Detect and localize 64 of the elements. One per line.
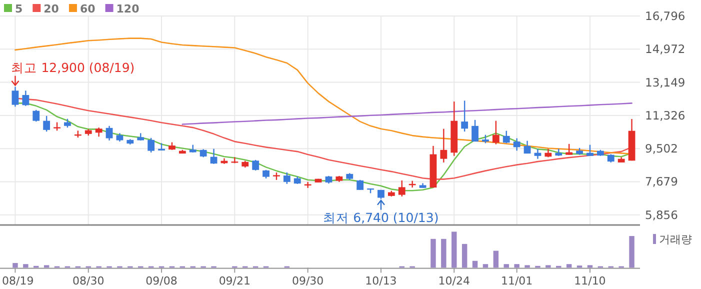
candlestick (231, 156, 238, 164)
candlestick (283, 172, 290, 185)
candlestick (513, 138, 520, 152)
x-tick-label: 09/08 (146, 274, 178, 288)
candlestick (502, 130, 510, 144)
candlestick (524, 140, 531, 154)
x-tick-label: 10/13 (365, 274, 397, 288)
candlestick (43, 115, 50, 132)
bar (566, 264, 572, 268)
bar (441, 238, 446, 268)
candlestick (95, 126, 102, 138)
candlestick (22, 90, 30, 107)
bar (504, 264, 509, 268)
candlestick (252, 159, 260, 172)
bar (23, 264, 28, 268)
annotation: 최고 12,900 (08/19) (11, 60, 135, 75)
x-tick-label: 11/10 (574, 274, 606, 288)
candlestick (566, 143, 573, 156)
candlestick (492, 120, 500, 145)
y-tick-label: 9,502 (645, 142, 678, 156)
candlestick (32, 109, 40, 122)
y-tick-label: 14,972 (645, 42, 686, 56)
candlestick (398, 180, 406, 198)
bar (462, 244, 468, 268)
x-tick-label: 10/24 (438, 274, 470, 288)
candlestick (356, 179, 364, 191)
bar (524, 265, 530, 268)
y-tick-label: 13,149 (645, 75, 686, 90)
bar (472, 260, 478, 268)
x-tick-label: 08/19 (2, 274, 34, 288)
candlestick (586, 144, 594, 157)
annotation: 최저 6,740 (10/13) (323, 210, 439, 225)
bar (546, 265, 551, 268)
legend-label: 120 (116, 2, 140, 16)
x-tick-label: 11/01 (500, 274, 533, 288)
bar (629, 236, 634, 268)
bar (452, 232, 457, 268)
candlestick (210, 148, 218, 165)
line-series (182, 102, 632, 125)
x-tick-label: 09/21 (218, 274, 251, 288)
legend-label: 거래량 (659, 233, 692, 246)
candlestick (106, 125, 113, 142)
candlestick (148, 137, 155, 154)
candlestick (472, 119, 478, 142)
y-tick-label: 7,679 (645, 174, 678, 189)
y-tick-label: 5,856 (645, 208, 678, 222)
y-tick-label: 11,326 (645, 108, 686, 122)
y-tick-label: 16,796 (645, 9, 686, 23)
bar (493, 250, 499, 268)
candlestick (440, 128, 448, 164)
bar (514, 264, 520, 268)
legend-label: 60 (80, 2, 96, 16)
candlestick (534, 148, 542, 160)
candlestick (461, 100, 468, 132)
bar (44, 265, 50, 268)
legend-label: 5 (15, 2, 23, 16)
candlestick (12, 86, 19, 108)
bar (482, 264, 488, 268)
bar (430, 238, 436, 268)
x-tick-label: 08/30 (72, 274, 104, 288)
x-tick-label: 09/30 (292, 274, 324, 288)
bar (12, 263, 18, 268)
bar (587, 265, 593, 268)
legend-label: 20 (44, 2, 60, 16)
